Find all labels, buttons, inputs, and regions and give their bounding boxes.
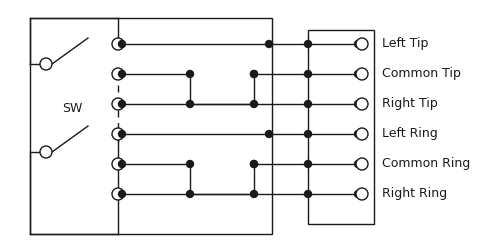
Text: Left Ring: Left Ring	[382, 128, 438, 141]
Circle shape	[112, 98, 124, 110]
Circle shape	[40, 146, 52, 158]
Circle shape	[356, 68, 368, 80]
Circle shape	[187, 101, 193, 108]
Circle shape	[119, 41, 125, 47]
Circle shape	[251, 161, 257, 168]
Circle shape	[304, 131, 312, 138]
Bar	[30, 18, 272, 234]
Circle shape	[251, 71, 257, 78]
Circle shape	[251, 71, 257, 78]
Circle shape	[187, 71, 193, 78]
Circle shape	[112, 38, 124, 50]
Circle shape	[187, 191, 193, 198]
Circle shape	[265, 131, 273, 138]
Circle shape	[119, 131, 125, 138]
Circle shape	[304, 41, 312, 47]
Circle shape	[251, 101, 257, 108]
Text: Common Ring: Common Ring	[382, 158, 470, 171]
Circle shape	[187, 161, 193, 168]
Text: Right Tip: Right Tip	[382, 98, 438, 110]
Circle shape	[355, 41, 361, 47]
Circle shape	[304, 71, 312, 78]
Circle shape	[356, 158, 368, 170]
Text: Common Tip: Common Tip	[382, 68, 461, 80]
Circle shape	[356, 38, 368, 50]
Circle shape	[355, 191, 361, 198]
Text: Right Ring: Right Ring	[382, 187, 447, 201]
Circle shape	[356, 128, 368, 140]
Circle shape	[115, 131, 121, 138]
Circle shape	[115, 41, 121, 47]
Circle shape	[112, 128, 124, 140]
Circle shape	[355, 131, 361, 138]
Circle shape	[265, 41, 273, 47]
Text: Left Tip: Left Tip	[382, 38, 428, 50]
Circle shape	[304, 191, 312, 198]
Circle shape	[40, 58, 52, 70]
Circle shape	[355, 161, 361, 168]
Bar	[308, 30, 374, 224]
Circle shape	[119, 101, 125, 108]
Circle shape	[304, 161, 312, 168]
Circle shape	[119, 71, 125, 78]
Circle shape	[112, 188, 124, 200]
Circle shape	[251, 191, 257, 198]
Circle shape	[119, 191, 125, 198]
Circle shape	[355, 71, 361, 78]
Circle shape	[304, 101, 312, 108]
Circle shape	[356, 98, 368, 110]
Circle shape	[356, 188, 368, 200]
Circle shape	[112, 68, 124, 80]
Text: SW: SW	[62, 103, 82, 115]
Circle shape	[251, 161, 257, 168]
Circle shape	[355, 101, 361, 108]
Circle shape	[119, 161, 125, 168]
Circle shape	[112, 158, 124, 170]
